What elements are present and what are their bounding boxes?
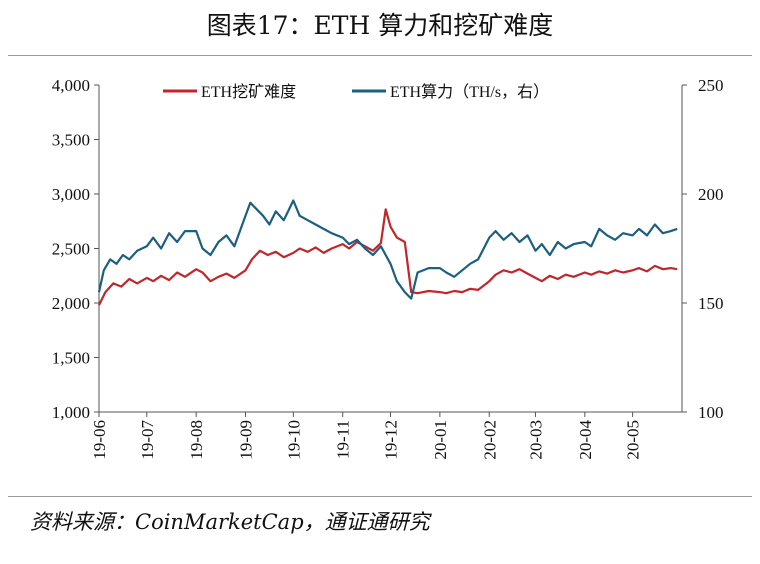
left-tick-label: 4,000 [52, 76, 90, 95]
x-tick-label: 19-09 [237, 420, 256, 460]
right-tick-label: 250 [698, 76, 724, 95]
x-tick-label: 19-08 [187, 420, 206, 460]
x-tick-label: 19-10 [284, 420, 303, 460]
left-tick-label: 2,500 [52, 240, 90, 259]
chart-title: 图表17：ETH 算力和挖矿难度 [206, 11, 554, 40]
x-tick-label: 20-03 [526, 420, 545, 460]
x-tick-label: 20-05 [624, 420, 643, 460]
left-tick-label: 1,500 [52, 349, 90, 368]
legend-label: ETH算力（TH/s，右） [390, 82, 549, 101]
hashrate-line [97, 199, 678, 300]
left-tick-label: 3,500 [52, 131, 90, 150]
top-divider [8, 55, 752, 56]
x-tick-label: 20-01 [431, 420, 450, 460]
x-tick-label: 19-11 [334, 420, 353, 459]
left-tick-label: 1,000 [52, 403, 90, 422]
right-tick-label: 150 [698, 294, 724, 313]
x-tick-label: 19-07 [138, 420, 157, 460]
left-tick-label: 2,000 [52, 294, 90, 313]
right-tick-label: 100 [698, 403, 724, 422]
left-tick-label: 3,000 [52, 185, 90, 204]
x-tick-label: 19-06 [90, 420, 109, 460]
bottom-divider [8, 496, 752, 497]
x-tick-label: 20-02 [480, 420, 499, 460]
source-note: 资料来源：CoinMarketCap，通证通研究 [30, 510, 430, 534]
x-tick-label: 20-04 [576, 420, 595, 460]
difficulty-line [98, 208, 678, 306]
legend-label: ETH挖矿难度 [201, 83, 296, 101]
x-tick-label: 19-12 [382, 420, 401, 460]
right-tick-label: 200 [698, 185, 724, 204]
